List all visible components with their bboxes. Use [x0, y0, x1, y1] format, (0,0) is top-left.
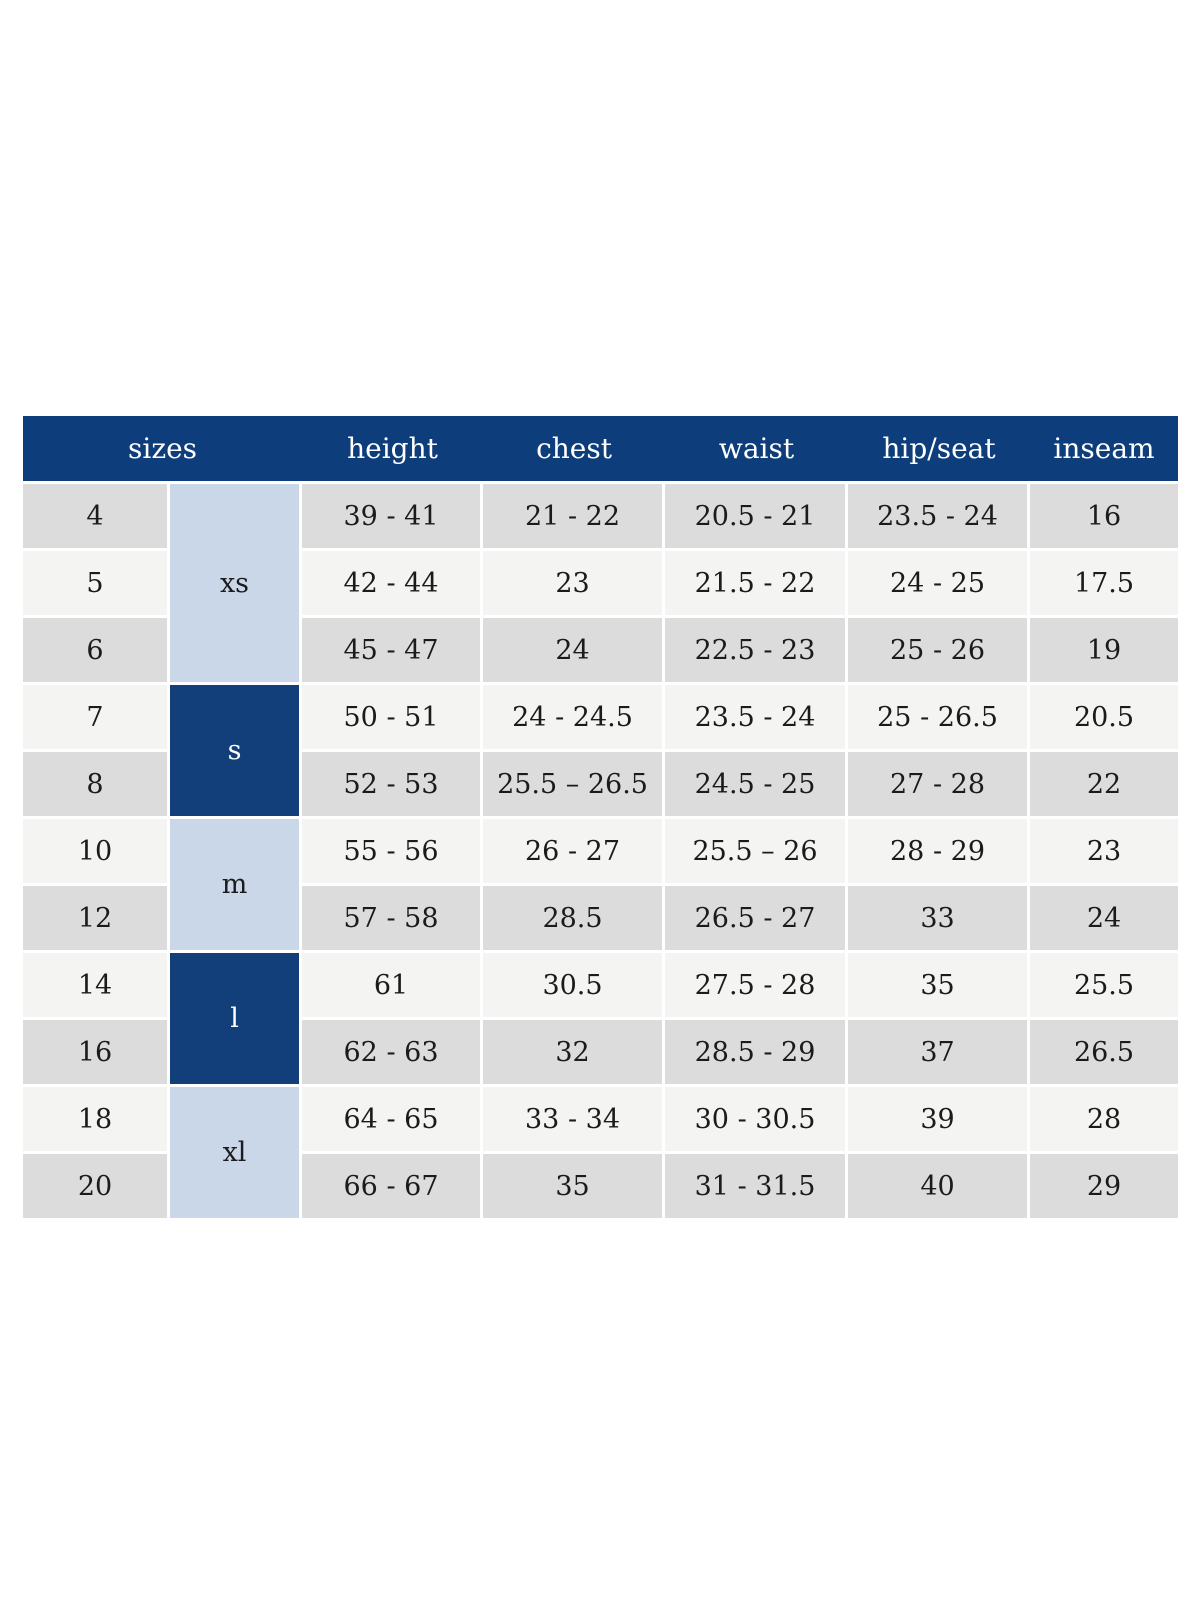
waist-cell: 27.5 - 28 — [665, 953, 849, 1020]
column-header-chest: chest — [483, 416, 666, 484]
hip-seat-cell: 25 - 26.5 — [848, 685, 1031, 752]
inseam-cell: 16 — [1030, 484, 1179, 551]
chest-cell: 23 — [483, 551, 666, 618]
size-number-cell: 5 — [23, 551, 170, 618]
height-cell: 55 - 56 — [302, 819, 484, 886]
height-cell: 39 - 41 — [302, 484, 484, 551]
hip-seat-cell: 28 - 29 — [848, 819, 1031, 886]
inseam-cell: 23 — [1030, 819, 1179, 886]
column-header-hip-seat: hip/seat — [848, 416, 1031, 484]
size-number-cell: 4 — [23, 484, 170, 551]
size-chart-table: sizes height chest waist hip/seat inseam… — [23, 416, 1179, 1221]
table-row: 14 l 61 30.5 27.5 - 28 35 25.5 — [23, 953, 1179, 1087]
waist-cell: 31 - 31.5 — [665, 1154, 849, 1221]
waist-cell: 25.5 – 26 — [665, 819, 849, 886]
hip-seat-cell: 37 — [848, 1020, 1031, 1087]
size-group-cell: xs — [170, 484, 303, 685]
table-row: 20 66 - 67 35 31 - 31.5 40 29 — [23, 1154, 1179, 1221]
chest-cell: 33 - 34 — [483, 1087, 666, 1154]
waist-cell: 30 - 30.5 — [665, 1087, 849, 1154]
hip-seat-cell: 40 — [848, 1154, 1031, 1221]
column-header-sizes: sizes — [23, 416, 303, 484]
size-number-cell: 6 — [23, 618, 170, 685]
table-row: 4 xs 39 - 41 21 - 22 20.5 - 21 23.5 - 24 16 — [23, 484, 1179, 685]
hip-seat-cell: 39 — [848, 1087, 1031, 1154]
size-number-cell: 7 — [23, 685, 170, 752]
inseam-cell: 29 — [1030, 1154, 1179, 1221]
size-group-cell: m — [170, 819, 303, 953]
hip-seat-cell: 35 — [848, 953, 1031, 1020]
size-number-cell: 14 — [23, 953, 170, 1020]
column-header-height: height — [302, 416, 484, 484]
hip-seat-cell: 23.5 - 24 — [848, 484, 1031, 551]
size-number-cell: 18 — [23, 1087, 170, 1154]
height-cell: 66 - 67 — [302, 1154, 484, 1221]
size-number-cell: 8 — [23, 752, 170, 819]
height-cell: 45 - 47 — [302, 618, 484, 685]
waist-cell: 23.5 - 24 — [665, 685, 849, 752]
hip-seat-cell: 33 — [848, 886, 1031, 953]
column-header-waist: waist — [665, 416, 849, 484]
height-cell: 52 - 53 — [302, 752, 484, 819]
height-cell: 57 - 58 — [302, 886, 484, 953]
hip-seat-cell: 25 - 26 — [848, 618, 1031, 685]
waist-cell: 22.5 - 23 — [665, 618, 849, 685]
size-number-cell: 10 — [23, 819, 170, 886]
size-group-cell: s — [170, 685, 303, 819]
inseam-cell: 25.5 — [1030, 953, 1179, 1020]
height-cell: 50 - 51 — [302, 685, 484, 752]
height-cell: 42 - 44 — [302, 551, 484, 618]
size-chart: sizes height chest waist hip/seat inseam… — [23, 416, 1179, 1221]
chest-cell: 26 - 27 — [483, 819, 666, 886]
table-row: 8 52 - 53 25.5 – 26.5 24.5 - 25 27 - 28 22 — [23, 752, 1179, 819]
height-cell: 61 — [302, 953, 484, 1020]
chest-cell: 32 — [483, 1020, 666, 1087]
table-row: 18 xl 64 - 65 33 - 34 30 - 30.5 39 28 — [23, 1087, 1179, 1221]
table-row: 12 57 - 58 28.5 26.5 - 27 33 24 — [23, 886, 1179, 953]
size-number-cell: 20 — [23, 1154, 170, 1221]
table-body: 4 xs 39 - 41 21 - 22 20.5 - 21 23.5 - 24 16 5 42… — [23, 484, 1179, 1221]
waist-cell: 20.5 - 21 — [665, 484, 849, 551]
table-row: 7 s 50 - 51 24 - 24.5 23.5 - 24 25 - 26.5 20.5 — [23, 685, 1179, 819]
table-row: 10 m 55 - 56 26 - 27 25.5 – 26 28 - 29 23 — [23, 819, 1179, 953]
inseam-cell: 20.5 — [1030, 685, 1179, 752]
inseam-cell: 17.5 — [1030, 551, 1179, 618]
inseam-cell: 22 — [1030, 752, 1179, 819]
waist-cell: 24.5 - 25 — [665, 752, 849, 819]
inseam-cell: 26.5 — [1030, 1020, 1179, 1087]
height-cell: 64 - 65 — [302, 1087, 484, 1154]
waist-cell: 21.5 - 22 — [665, 551, 849, 618]
size-group-cell: xl — [170, 1087, 303, 1221]
table-row: 5 42 - 44 23 21.5 - 22 24 - 25 17.5 — [23, 551, 1179, 618]
waist-cell: 26.5 - 27 — [665, 886, 849, 953]
inseam-cell: 24 — [1030, 886, 1179, 953]
size-number-cell: 12 — [23, 886, 170, 953]
size-group-cell: l — [170, 953, 303, 1087]
header-row: sizes height chest waist hip/seat inseam — [23, 416, 1179, 484]
chest-cell: 21 - 22 — [483, 484, 666, 551]
chest-cell: 28.5 — [483, 886, 666, 953]
hip-seat-cell: 24 - 25 — [848, 551, 1031, 618]
table-row: 16 62 - 63 32 28.5 - 29 37 26.5 — [23, 1020, 1179, 1087]
height-cell: 62 - 63 — [302, 1020, 484, 1087]
chest-cell: 24 - 24.5 — [483, 685, 666, 752]
chest-cell: 35 — [483, 1154, 666, 1221]
column-header-inseam: inseam — [1030, 416, 1179, 484]
chest-cell: 30.5 — [483, 953, 666, 1020]
chest-cell: 24 — [483, 618, 666, 685]
inseam-cell: 19 — [1030, 618, 1179, 685]
table-row: 6 45 - 47 24 22.5 - 23 25 - 26 19 — [23, 618, 1179, 685]
size-number-cell: 16 — [23, 1020, 170, 1087]
chest-cell: 25.5 – 26.5 — [483, 752, 666, 819]
inseam-cell: 28 — [1030, 1087, 1179, 1154]
waist-cell: 28.5 - 29 — [665, 1020, 849, 1087]
hip-seat-cell: 27 - 28 — [848, 752, 1031, 819]
